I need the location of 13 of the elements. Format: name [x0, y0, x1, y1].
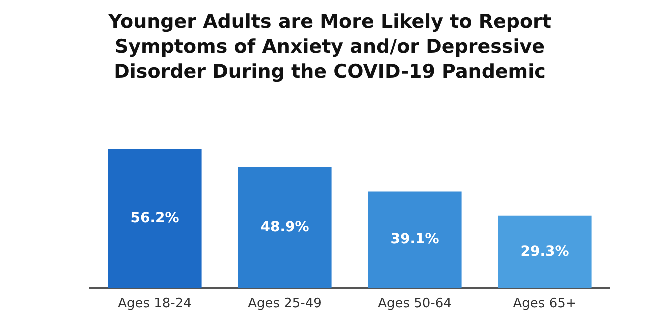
data-label: 39.1% [390, 232, 440, 248]
x-tick-label: Ages 50-64 [378, 296, 452, 312]
x-tick-label: Ages 18-24 [118, 296, 192, 312]
x-tick-label: Ages 25-49 [248, 296, 322, 312]
chart-title: Younger Adults are More Likely to Report Symptoms of Anxiety and/or Depressive Disorder During the COVID-19 Pandemic [108, 10, 552, 85]
bar [238, 167, 332, 288]
data-label: 48.9% [260, 220, 310, 236]
data-label: 56.2% [130, 210, 180, 227]
bar [498, 216, 592, 288]
data-label: 29.3% [520, 244, 570, 260]
x-tick-label: Ages 65+ [513, 296, 577, 312]
bar [368, 192, 462, 288]
bar [108, 149, 202, 288]
